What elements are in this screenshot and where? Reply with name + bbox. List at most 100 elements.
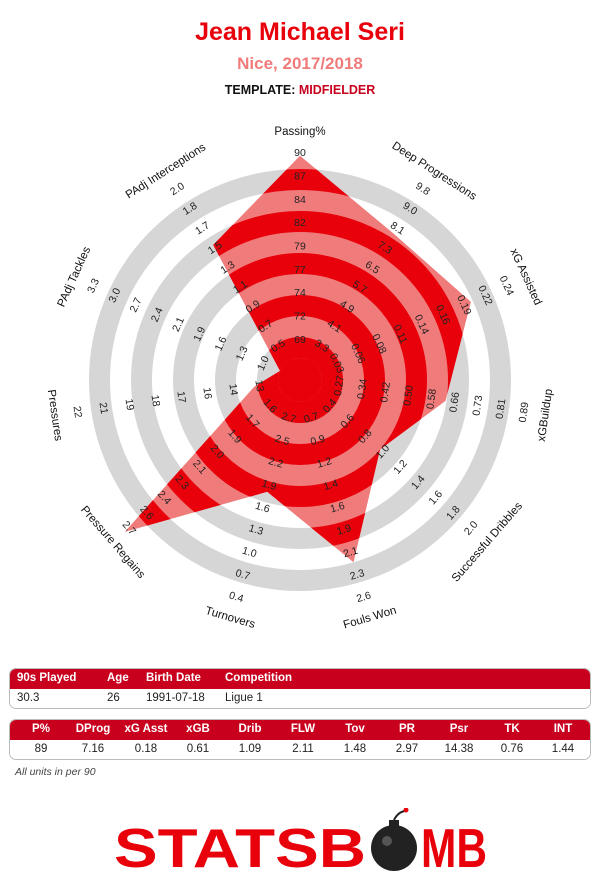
axis-tick-label: 1.6 [427, 488, 446, 507]
axis-label: Fouls Won [342, 605, 398, 632]
axis-tick-label: 0.4 [228, 589, 246, 605]
team-season: Nice, 2017/2018 [237, 54, 363, 73]
stats-header-flw: FLW [290, 723, 316, 735]
axis-label: Pressure Regains [78, 504, 147, 581]
axis-label: Turnovers [204, 605, 257, 631]
axis-tick-label: 3.0 [106, 286, 123, 304]
info-table: 90s Played Age Birth Date Competition 30… [9, 668, 591, 709]
stats-header-tov: Tov [345, 723, 365, 735]
axis-tick-label: 2.5 [274, 433, 292, 449]
info-header-age: Age [107, 672, 129, 684]
axis-tick-label: 1.6 [329, 500, 347, 516]
axis-tick-label: 2.7 [280, 410, 298, 426]
axis-tick-label: 22 [71, 405, 85, 418]
axis-tick-label: 1.0 [255, 354, 272, 372]
stats-value-pr: 2.97 [395, 743, 419, 755]
axis-tick-label: 0.89 [517, 401, 532, 423]
axis-tick-label: 18 [149, 394, 163, 407]
axis-tick-label: 21 [97, 402, 111, 415]
info-table-header: 90s Played Age Birth Date Competition [10, 669, 590, 689]
stats-value-xgasst: 0.18 [134, 743, 158, 755]
axis-tick-label: 0.66 [447, 391, 462, 413]
axis-tick-label: 1.0 [241, 545, 259, 561]
info-header-competition: Competition [225, 672, 293, 684]
info-value-age: 26 [107, 692, 120, 704]
info-header-birth: Birth Date [146, 672, 201, 684]
bomb-icon [371, 808, 417, 871]
axis-tick-label: 1.9 [191, 325, 208, 343]
stats-table-header: P% DProg xG Asst xGB Drib FLW Tov PR Psr… [10, 720, 590, 740]
stats-value-xgb: 0.61 [186, 743, 210, 755]
stats-value-psr: 14.38 [444, 743, 474, 755]
axis-tick-label: 69 [294, 334, 306, 346]
axis-tick-label: 2.6 [355, 589, 373, 605]
axis-tick-label: 1.7 [193, 219, 212, 237]
stats-value-p: 89 [34, 743, 48, 755]
stats-value-dprog: 7.16 [81, 743, 105, 755]
axis-label: xG Assisted [508, 247, 544, 307]
stats-value-tk: 0.76 [500, 743, 524, 755]
axis-tick-label: 0.42 [378, 381, 393, 403]
axis-tick-label: 0.73 [470, 394, 485, 416]
template-label: TEMPLATE: [224, 83, 296, 97]
player-name: Jean Michael Seri [195, 18, 405, 46]
axis-tick-label: 77 [294, 264, 306, 276]
axis-tick-label: 82 [294, 217, 306, 229]
stats-value-int: 1.44 [551, 743, 575, 755]
axis-tick-label: 1.4 [322, 477, 340, 493]
logo-text-left: STATSB [114, 817, 366, 879]
axis-tick-label: 72 [294, 310, 306, 322]
info-table-row: 30.3 26 1991-07-18 Ligue 1 [10, 689, 590, 708]
info-header-90s: 90s Played [17, 672, 77, 684]
axis-tick-label: 1.6 [254, 500, 272, 516]
axis-tick-label: 2.0 [462, 519, 481, 538]
axis-tick-label: 0.7 [234, 567, 252, 583]
axis-tick-label: 19 [123, 398, 137, 411]
stats-header-xgb: xGB [186, 723, 210, 735]
stats-value-drib: 1.09 [238, 743, 262, 755]
radar-stripe [124, 169, 471, 563]
axis-tick-label: 2.1 [170, 315, 187, 333]
axis-tick-label: 0.24 [497, 274, 516, 298]
axis-tick-label: 0.58 [424, 388, 439, 410]
info-value-90s: 30.3 [17, 692, 40, 704]
axis-tick-label: 0.34 [355, 378, 370, 400]
axis-tick-label: 1.9 [260, 477, 278, 493]
axis-tick-label: 1.2 [316, 455, 334, 471]
radar-chart: 697274777982848790Passing%3.34.14.95.76.… [45, 126, 555, 632]
axis-tick-label: 3.3 [85, 277, 102, 295]
axis-tick-label: 1.3 [247, 522, 265, 538]
stats-header-psr: Psr [449, 723, 469, 735]
axis-tick-label: 0.27 [332, 375, 347, 397]
axis-tick-label: 1.9 [335, 522, 353, 538]
axis-tick-label: 84 [294, 194, 306, 206]
stats-value-tov: 1.48 [343, 743, 367, 755]
axis-tick-label: 90 [294, 147, 306, 159]
info-value-competition: Ligue 1 [225, 692, 263, 704]
stats-header-pr: PR [399, 723, 415, 735]
axis-tick-label: 0.50 [401, 384, 416, 406]
stats-header-drib: Drib [238, 723, 262, 735]
axis-tick-label: 9.8 [413, 180, 432, 198]
axis-tick-label: 1.3 [234, 344, 251, 362]
info-value-birth: 1991-07-18 [146, 692, 205, 704]
logo-text-right: MB [421, 817, 487, 879]
stats-header-int: INT [553, 723, 573, 735]
axis-tick-label: 2.1 [342, 545, 360, 561]
axis-label: PAdj Interceptions [124, 141, 209, 201]
axis-tick-label: 0.7 [303, 410, 321, 426]
axis-tick-label: 2.4 [149, 306, 166, 324]
axis-tick-label: 14 [226, 383, 240, 396]
axis-tick-label: 2.0 [168, 180, 187, 198]
axis-tick-label: 2.2 [267, 455, 285, 471]
axis-label: PAdj Tackles [56, 245, 94, 309]
template-value: MIDFIELDER [298, 83, 376, 97]
axis-tick-label: 2.7 [128, 296, 145, 314]
axis-tick-label: 0.81 [494, 398, 509, 420]
stats-header-p: P% [32, 723, 50, 735]
stats-header-dprog: DProg [75, 723, 111, 735]
radar-stripe [257, 337, 343, 423]
statsbomb-logo: STATSB MB [114, 808, 487, 879]
axis-label: Deep Progressions [390, 140, 479, 203]
stats-header-xgasst: xG Asst [124, 723, 168, 735]
